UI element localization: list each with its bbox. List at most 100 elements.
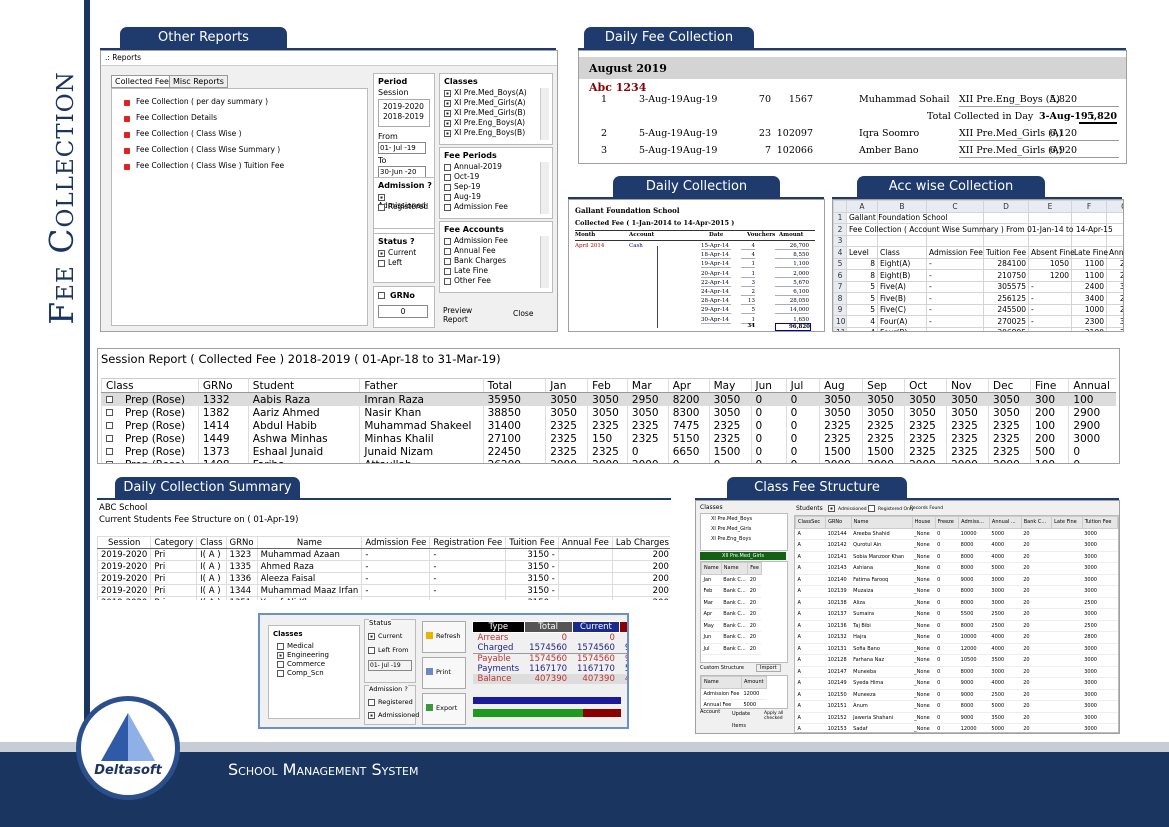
total-vouchers: 34 [747, 323, 755, 329]
class-node: Engineering [277, 651, 329, 659]
table-cell: 102128 [825, 654, 852, 667]
sheet-cell: - [926, 292, 984, 305]
column-header: Type [472, 621, 525, 633]
class-node: Medical [277, 642, 314, 650]
table-cell: _None [912, 597, 936, 609]
table-cell: _None [912, 712, 936, 724]
table-cell: 3000 [989, 666, 1022, 678]
table-cell [1051, 620, 1083, 632]
table-cell: 0 [935, 562, 959, 575]
totals-cell: Arrears [477, 633, 509, 643]
column-header: Fine [1029, 379, 1069, 393]
table-row: A 102151 Anum _None 0 8000 5000 20 3000 [795, 700, 1118, 713]
table-cell: 2019-2020 [97, 548, 152, 561]
table-cell: Areeba Shahid [851, 528, 913, 540]
scrollbar [540, 88, 549, 140]
column-header: Name [720, 562, 749, 575]
check-label: XI Pre.Med_Boys(A) [454, 88, 527, 97]
month: August 2019 [589, 62, 667, 75]
table-cell: 102131 [825, 643, 852, 655]
table-cell [1051, 585, 1083, 598]
table-cell: 3000 [1082, 562, 1118, 575]
checkbox [277, 669, 284, 677]
check-label: Registered [378, 698, 413, 706]
check-label: Admissioned [378, 201, 426, 210]
button: Preview Report [443, 306, 473, 324]
header-line [568, 197, 824, 199]
check-label: Registered [388, 202, 429, 211]
check-item: Annual Fee [444, 246, 540, 256]
table-cell: A [795, 620, 826, 632]
column-header: Nov [946, 379, 989, 393]
check-item: Admissioned [368, 711, 419, 719]
table-cell: _None [912, 723, 936, 732]
table-cell: 500 [1029, 445, 1069, 458]
button: Close [513, 309, 534, 318]
sheet-cell [846, 234, 878, 247]
table-cell: 1449 [197, 432, 249, 445]
school: Gallant Foundation School [575, 206, 680, 215]
right-pane: Students Admissioned Registered Only Record… [794, 503, 1119, 733]
group: Abc 1234 [589, 81, 647, 94]
table-cell: Farhana Naz [851, 654, 913, 667]
table-cell: 20 [1021, 654, 1052, 667]
table-cell: 5000 [989, 562, 1022, 575]
checkbox [106, 422, 113, 429]
table-cell: Muhammad Maaz Irfan [256, 584, 363, 597]
table-cell: 0 [785, 392, 820, 406]
check-label: XI Pre.Eng_Boys(B) [454, 128, 526, 137]
table-cell: 100 [1068, 392, 1116, 406]
report-icon [124, 132, 130, 138]
table-cell: 2325 [626, 419, 669, 432]
table-cell: Prep (Rose) [101, 392, 199, 406]
sheet-cell: 256125 [983, 292, 1029, 305]
table-row: A 102138 Aliza _None 0 8000 3000 20 2500 [795, 597, 1118, 609]
table-cell: 0 [935, 677, 959, 690]
table-cell: 102150 [825, 689, 852, 701]
table-row: Jan Bank C... 20 [701, 574, 762, 586]
sheet-cell: - [1028, 303, 1072, 316]
sheet-row: 4 Level Class Admission Fee Tuition Fee Absen… [833, 246, 1123, 259]
table-cell: 0 [935, 712, 959, 724]
table-cell: 20 [1021, 689, 1052, 701]
table-cell: Pri [150, 572, 198, 585]
header-row: TypeTotalCurrentLeft [472, 621, 627, 633]
table-cell: 3050 [862, 406, 905, 419]
table-cell: 9000 [958, 574, 990, 586]
cell: 1 [741, 317, 755, 324]
checkbox [368, 711, 375, 719]
table-cell: Pri [150, 584, 198, 597]
table-cell: _None [912, 700, 936, 713]
check-item: Registered [368, 698, 413, 706]
header-line [97, 498, 671, 500]
table-cell: 3050 [587, 392, 628, 406]
table-cell: 0 [935, 631, 959, 644]
cell: 102097 [776, 128, 813, 139]
check-item: Comp_Scn [277, 669, 324, 677]
reports-window: .: Reports Collected Fee Misc Reports Fee C… [100, 50, 558, 332]
button: Apply all checked [764, 711, 784, 721]
sheet-cell: 4 [846, 326, 878, 331]
cell: 5,820 [1049, 94, 1077, 105]
data-table: Session Category Class GRNo Name Admission Fe… [97, 536, 670, 600]
table-cell: 0 [785, 419, 820, 432]
class-list: XI Pre.Med_Boys XI Pre.Med_Girls XI Pre.En… [700, 513, 788, 551]
cell: 2,000 [775, 271, 809, 278]
table-cell: 1344 [225, 584, 258, 597]
table-cell: 102142 [825, 539, 852, 552]
table-cell: 20 [1021, 620, 1052, 632]
button-icon [426, 704, 433, 711]
table-cell: 200 [611, 584, 670, 597]
row-number: 6 [833, 269, 847, 282]
sheet-cell [1106, 234, 1123, 247]
table-cell: 20 [747, 631, 762, 644]
table-cell: 2019-2020 [97, 560, 152, 573]
field-label: From [378, 132, 398, 141]
column-header: Left [619, 621, 627, 633]
table-cell: Pri [150, 548, 198, 561]
session-list: 2019-2020 2018-2019 [378, 99, 430, 127]
table-cell [1051, 666, 1083, 678]
table-cell: 2325 [545, 432, 588, 445]
